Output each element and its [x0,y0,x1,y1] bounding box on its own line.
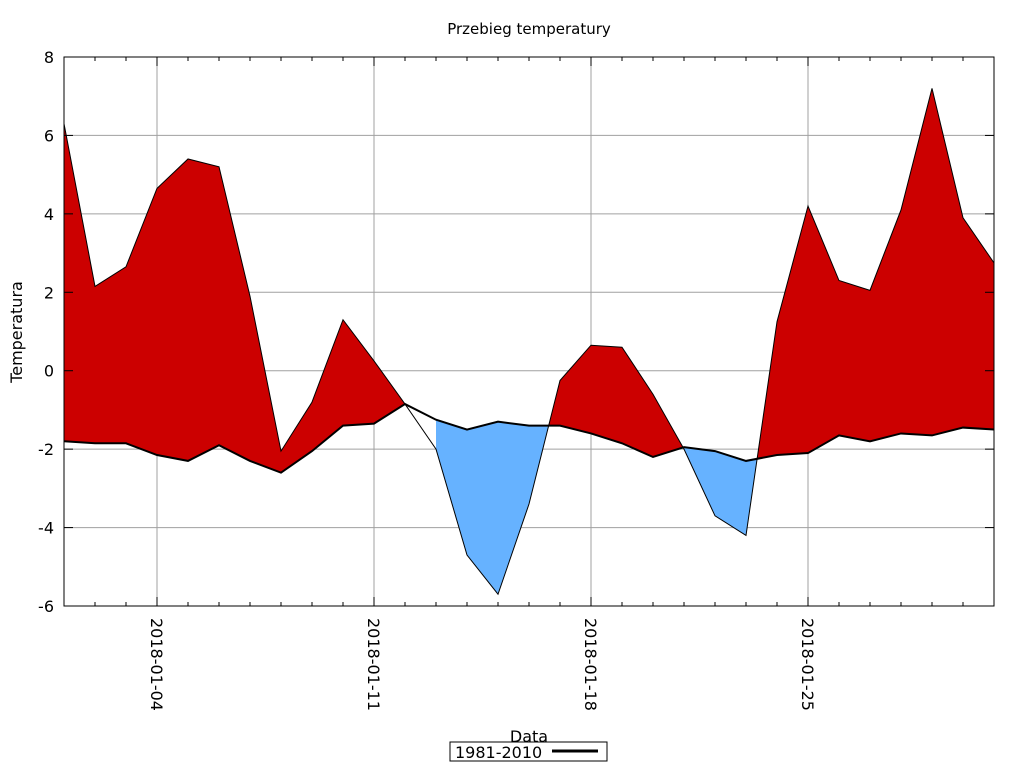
series-lines [63,88,995,596]
above-normal-area [64,123,405,473]
legend-entry-label: 1981-2010 [455,743,542,762]
below-normal-area [436,419,549,595]
above-normal-area [757,88,994,459]
y-tick-label: 0 [44,362,54,381]
y-tick-label: -6 [38,597,54,616]
x-tick-label: 2018-01-11 [364,618,383,711]
above-normal-area [548,345,684,457]
axis-ticks [63,56,995,607]
y-tick-labels: -6 -4 -2 0 2 4 6 8 [38,48,54,616]
y-tick-label: -2 [38,440,54,459]
y-axis-label: Temperatura [7,281,26,384]
x-tick-label: 2018-01-18 [581,618,600,711]
chart-title: Przebieg temperatury [447,20,611,38]
temperature-areas [64,88,994,595]
x-tick-labels: 2018-01-04 2018-01-11 2018-01-18 2018-01-25 [147,618,817,711]
x-tick-label: 2018-01-04 [147,618,166,711]
below-normal-area [683,447,758,536]
y-tick-label: 2 [44,283,54,302]
y-tick-label: 6 [44,126,54,145]
x-axis-label: Data [510,727,548,746]
y-tick-label: 8 [44,48,54,67]
y-tick-label: -4 [38,519,54,538]
legend: 1981-2010 [449,741,608,762]
temperature-line [63,88,995,596]
y-tick-label: 4 [44,205,54,224]
x-tick-label: 2018-01-25 [798,618,817,711]
norm-1981-2010-line [63,402,995,474]
legend-box [449,741,608,762]
